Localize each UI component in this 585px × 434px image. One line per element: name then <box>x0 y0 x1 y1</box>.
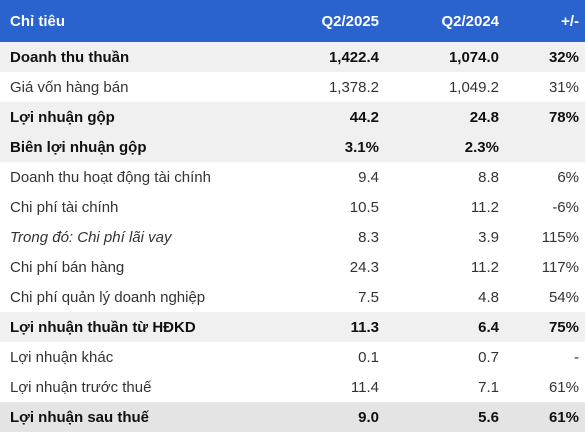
table-header-row: Chỉ tiêu Q2/2025 Q2/2024 +/- <box>0 0 585 42</box>
row-q2-2025: 44.2 <box>270 102 385 132</box>
row-label: Trong đó: Chi phí lãi vay <box>0 222 270 252</box>
row-q2-2024: 3.9 <box>385 222 505 252</box>
row-q2-2025: 7.5 <box>270 282 385 312</box>
table-row: Lợi nhuận sau thuế 9.0 5.6 61% <box>0 402 585 432</box>
table-row: Lợi nhuận trước thuế 11.4 7.1 61% <box>0 372 585 402</box>
row-q2-2024: 5.6 <box>385 402 505 432</box>
row-q2-2024: 1,074.0 <box>385 42 505 72</box>
row-change: 78% <box>505 102 585 132</box>
row-label: Lợi nhuận gộp <box>0 102 270 132</box>
row-q2-2024: 11.2 <box>385 252 505 282</box>
row-label: Lợi nhuận trước thuế <box>0 372 270 402</box>
row-q2-2024: 1,049.2 <box>385 72 505 102</box>
row-q2-2024: 2.3% <box>385 132 505 162</box>
row-label: Lợi nhuận sau thuế <box>0 402 270 432</box>
header-q2-2025: Q2/2025 <box>270 0 385 42</box>
table-row: Chi phí tài chính 10.5 11.2 -6% <box>0 192 585 222</box>
row-change: 31% <box>505 72 585 102</box>
row-q2-2025: 11.3 <box>270 312 385 342</box>
row-change: 61% <box>505 372 585 402</box>
row-change: 117% <box>505 252 585 282</box>
row-change: 32% <box>505 42 585 72</box>
table-row: Chi phí quản lý doanh nghiệp 7.5 4.8 54% <box>0 282 585 312</box>
row-change <box>505 132 585 162</box>
row-q2-2025: 11.4 <box>270 372 385 402</box>
row-change: -6% <box>505 192 585 222</box>
table-row: Lợi nhuận khác 0.1 0.7 - <box>0 342 585 372</box>
row-q2-2025: 24.3 <box>270 252 385 282</box>
row-q2-2024: 6.4 <box>385 312 505 342</box>
row-q2-2025: 1,422.4 <box>270 42 385 72</box>
row-q2-2025: 10.5 <box>270 192 385 222</box>
row-q2-2025: 9.0 <box>270 402 385 432</box>
table-row: Doanh thu thuần 1,422.4 1,074.0 32% <box>0 42 585 72</box>
row-q2-2024: 4.8 <box>385 282 505 312</box>
row-label: Lợi nhuận khác <box>0 342 270 372</box>
row-label: Lợi nhuận thuần từ HĐKD <box>0 312 270 342</box>
header-change: +/- <box>505 0 585 42</box>
row-q2-2025: 1,378.2 <box>270 72 385 102</box>
row-label: Chi phí bán hàng <box>0 252 270 282</box>
table-row: Biên lợi nhuận gộp 3.1% 2.3% <box>0 132 585 162</box>
row-q2-2024: 7.1 <box>385 372 505 402</box>
table-row: Giá vốn hàng bán 1,378.2 1,049.2 31% <box>0 72 585 102</box>
table-row: Lợi nhuận thuần từ HĐKD 11.3 6.4 75% <box>0 312 585 342</box>
row-q2-2025: 8.3 <box>270 222 385 252</box>
row-label: Giá vốn hàng bán <box>0 72 270 102</box>
row-label: Chi phí quản lý doanh nghiệp <box>0 282 270 312</box>
row-q2-2024: 11.2 <box>385 192 505 222</box>
row-label: Doanh thu hoạt động tài chính <box>0 162 270 192</box>
row-q2-2025: 9.4 <box>270 162 385 192</box>
row-q2-2024: 24.8 <box>385 102 505 132</box>
row-change: - <box>505 342 585 372</box>
row-q2-2025: 3.1% <box>270 132 385 162</box>
row-q2-2025: 0.1 <box>270 342 385 372</box>
row-label: Doanh thu thuần <box>0 42 270 72</box>
table-row: Trong đó: Chi phí lãi vay 8.3 3.9 115% <box>0 222 585 252</box>
row-q2-2024: 8.8 <box>385 162 505 192</box>
header-item: Chỉ tiêu <box>0 0 270 42</box>
table-row: Lợi nhuận gộp 44.2 24.8 78% <box>0 102 585 132</box>
row-change: 61% <box>505 402 585 432</box>
row-label: Biên lợi nhuận gộp <box>0 132 270 162</box>
header-q2-2024: Q2/2024 <box>385 0 505 42</box>
row-change: 6% <box>505 162 585 192</box>
table-row: Doanh thu hoạt động tài chính 9.4 8.8 6% <box>0 162 585 192</box>
table-row: Chi phí bán hàng 24.3 11.2 117% <box>0 252 585 282</box>
row-change: 75% <box>505 312 585 342</box>
row-q2-2024: 0.7 <box>385 342 505 372</box>
row-label: Chi phí tài chính <box>0 192 270 222</box>
row-change: 54% <box>505 282 585 312</box>
row-change: 115% <box>505 222 585 252</box>
